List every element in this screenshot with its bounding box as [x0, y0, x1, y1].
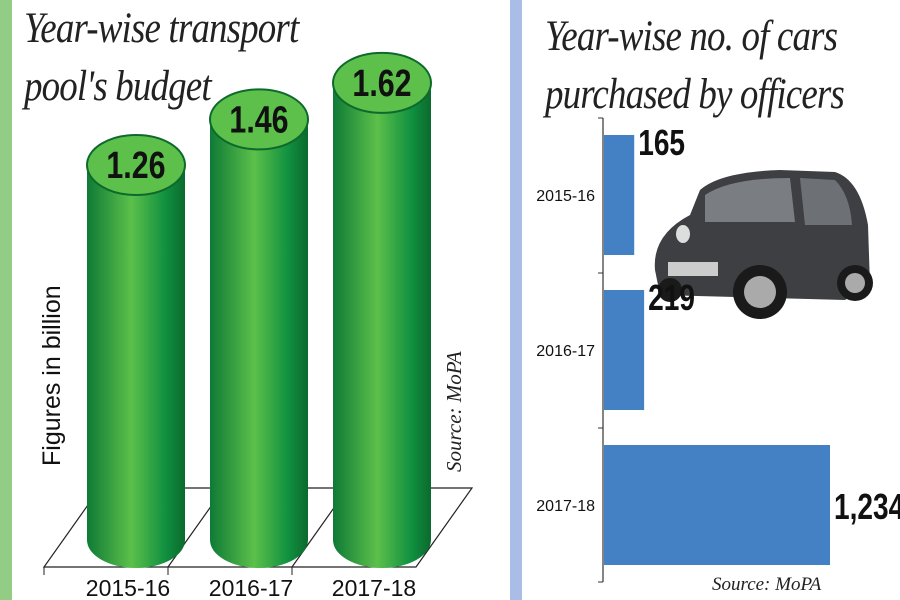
- cylinder-top: [209, 88, 309, 151]
- left-title-line-1: Year-wise transport: [24, 5, 299, 52]
- cylinder-bar-2017-18: 1.62: [332, 51, 432, 569]
- bar-2016-17: [604, 290, 645, 410]
- data-label: 1.46: [229, 99, 288, 141]
- y-tick-label: 2016-17: [536, 343, 595, 360]
- left-accent-strip: [0, 0, 12, 600]
- right-title-line-2: purchased by officers: [545, 71, 845, 118]
- y-tick-label: 2015-16: [536, 188, 595, 205]
- cylinder-top: [86, 134, 186, 196]
- cylinder-top: [332, 51, 432, 114]
- y-tick-label: 2017-18: [536, 498, 595, 515]
- cylinder-bar-2015-16: 1.26: [86, 134, 186, 568]
- right-source-label: Source: MoPA: [712, 574, 822, 595]
- bar-2015-16: [604, 135, 635, 255]
- right-title-line-1: Year-wise no. of cars: [545, 13, 838, 60]
- data-label: 1,234: [834, 487, 900, 527]
- data-label: 165: [638, 123, 685, 163]
- bar-2017-18: [604, 445, 830, 565]
- data-label: 1.62: [352, 63, 411, 105]
- x-tick-label: 2015-16: [86, 575, 170, 600]
- data-label: 1.26: [106, 145, 165, 187]
- car-photo: [654, 170, 873, 319]
- left-title-line-2: pool's budget: [24, 63, 212, 110]
- left-chart-title: Year-wise transport pool's budget: [24, 0, 299, 116]
- right-accent-strip: [510, 0, 522, 600]
- data-label: 219: [648, 278, 695, 318]
- right-chart-title: Year-wise no. of cars purchased by offic…: [545, 8, 845, 124]
- x-tick-label: 2016-17: [209, 575, 293, 600]
- cylinder-bar-2016-17: 1.46: [209, 88, 309, 569]
- x-tick-label: 2017-18: [332, 575, 416, 600]
